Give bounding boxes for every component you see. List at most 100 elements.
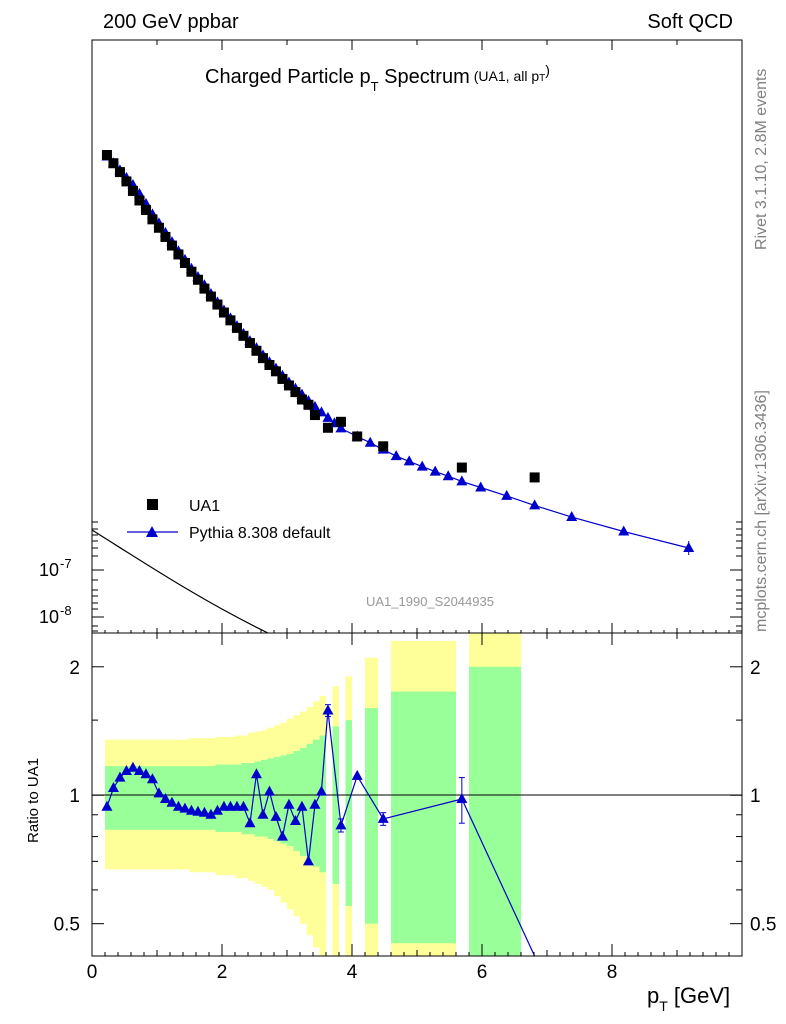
data-point [121,176,132,187]
analysis-id: UA1_1990_S2044935 [366,594,494,609]
data-point [456,462,467,473]
ratio-point [283,798,295,809]
ratio-y-tick-label: 1 [69,786,80,807]
ratio-point [302,855,314,866]
ratio-band-inner [319,735,326,873]
rivet-info: Rivet 3.1.10, 2.8M events [753,69,770,250]
data-point [140,204,151,215]
ratio-panel: 0.5 0.5 1 1 2 2 0 2 4 6 8 Ratio to UA1 [25,632,776,983]
ratio-band-inner [248,763,255,835]
data-point [218,307,229,318]
ratio-band-inner [196,766,203,830]
ratio-band-inner [469,666,521,956]
ratio-band-inner [157,766,164,830]
data-point [257,353,268,364]
ratio-point [244,817,256,828]
ratio-band-inner [124,766,131,830]
mc-point [442,470,454,481]
data-point [335,416,346,427]
mcplots-info: mcplots.cern.ch [arXiv:1306.3436] [753,390,770,632]
x-axis-label: pT [GeV] [647,983,730,1014]
mc-point [429,465,441,476]
mc-point [416,460,428,471]
main-y-tick-exponent: -8 [60,603,72,618]
legend-data-label: UA1 [189,498,220,515]
ratio-point [185,804,197,815]
data-point [108,158,119,169]
ratio-band-inner [222,764,229,833]
ratio-band-inner [131,766,138,830]
mc-line [106,156,689,549]
data-point [212,299,223,310]
data-point [192,274,203,285]
main-y-tick-label: 10 [39,607,59,627]
main-series [101,150,695,555]
mc-point [566,511,578,522]
data-point [303,399,314,410]
data-point [127,185,138,196]
ratio-band-inner [306,743,313,862]
ratio-point [211,804,223,815]
ratio-band-inner [300,748,307,857]
x-tick-label: 4 [347,962,358,983]
data-point [160,231,171,242]
data-point [264,360,275,371]
ratio-point [159,792,171,803]
ratio-point [351,769,363,780]
ratio-band-inner [105,766,112,830]
mc-point [475,481,487,492]
ratio-band-inner [261,759,268,837]
data-point [231,322,242,333]
data-point [270,366,281,377]
ratio-point [140,768,152,779]
ratio-y-tick-label-right: 0.5 [750,915,776,936]
ratio-point [153,787,165,798]
ratio-band-inner [176,766,183,830]
ratio-point [133,764,145,775]
ratio-band-inner [111,766,118,830]
ratio-point [127,761,139,772]
ratio-point [101,800,113,811]
ratio-band-inner [254,761,261,837]
ratio-point [114,771,126,782]
data-point [296,394,307,405]
ratio-y-tick-label: 0.5 [54,915,80,936]
ratio-point [205,808,217,819]
data-point [114,167,125,178]
mc-point [364,436,376,447]
mc-point [456,475,468,486]
ratio-band-inner [118,766,125,830]
data-point [225,315,236,326]
mc-point [390,450,402,461]
mc-point [335,422,347,433]
ratio-point [179,802,191,813]
ratio-point [263,785,275,796]
data-point [322,422,333,433]
mc-point [618,525,630,536]
ratio-point [250,768,262,779]
lower-reference-curve [91,529,269,634]
ratio-point [289,815,301,826]
ratio-band-inner [280,755,287,844]
energy-label: 200 GeV ppbar [103,11,239,33]
ratio-band-inner [202,766,209,830]
ratio-band-inner [150,766,157,830]
ratio-band-inner [183,766,190,830]
data-point [199,283,210,294]
data-point [309,410,320,421]
main-y-tick-exponent: -7 [60,556,72,571]
ratio-point [172,800,184,811]
ratio-band-inner [293,750,300,852]
ratio-band-inner [215,764,222,833]
ratio-band-inner [345,720,352,907]
ratio-ylabel: Ratio to UA1 [25,758,42,843]
ratio-y-tick-label-right: 1 [750,786,761,807]
data-point [290,387,301,398]
ratio-band-inner [274,756,281,842]
ratio-point [120,764,132,775]
data-point [147,214,158,225]
ratio-point [166,796,178,807]
data-point [251,345,262,356]
ratio-band-inner [287,753,294,847]
legend-data-marker [147,499,158,510]
